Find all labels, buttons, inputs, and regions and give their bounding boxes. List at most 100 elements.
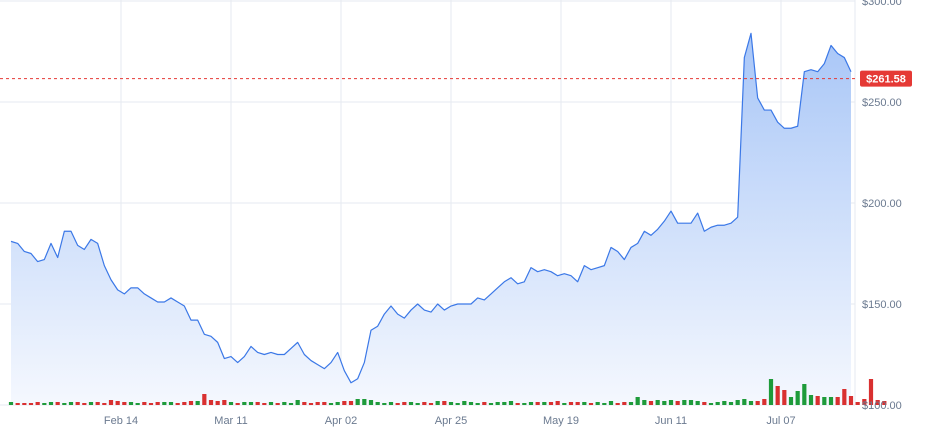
volume-bar bbox=[442, 401, 447, 405]
volume-bar bbox=[35, 402, 40, 405]
volume-bar bbox=[28, 403, 34, 405]
volume-bar bbox=[575, 402, 580, 405]
volume-bar bbox=[642, 400, 647, 405]
volume-bar bbox=[568, 402, 574, 405]
x-tick-label: Jul 07 bbox=[766, 415, 795, 427]
volume-bar bbox=[462, 401, 467, 405]
volume-bar bbox=[455, 403, 460, 405]
volume-bar bbox=[175, 403, 180, 405]
volume-bar bbox=[402, 402, 407, 405]
volume-bar bbox=[628, 402, 634, 405]
volume-bar bbox=[362, 399, 367, 405]
volume-bar bbox=[828, 397, 834, 405]
volume-bar bbox=[688, 400, 694, 405]
volume-bar bbox=[822, 397, 827, 405]
axis-labels: $100.00 $150.00 $200.00 $250.00 $300.00 Feb 1… bbox=[104, 0, 902, 427]
volume-bar bbox=[242, 402, 247, 405]
volume-bar bbox=[235, 403, 240, 405]
volume-bar bbox=[648, 401, 654, 405]
volume-bar bbox=[702, 402, 707, 405]
current-price-label: $261.58 bbox=[866, 74, 906, 86]
volume-bar bbox=[582, 402, 587, 405]
volume-bar bbox=[522, 403, 527, 405]
volume-bar bbox=[708, 403, 714, 405]
volume-bar bbox=[382, 403, 387, 405]
volume-bar bbox=[608, 401, 614, 405]
volume-bar bbox=[142, 402, 147, 405]
volume-bar bbox=[435, 401, 440, 405]
volume-bar bbox=[275, 403, 280, 405]
y-tick-label: $100.00 bbox=[862, 400, 902, 412]
volume-bar bbox=[675, 401, 680, 405]
volume-bar bbox=[268, 402, 274, 405]
volume-bar bbox=[368, 400, 374, 405]
volume-bar bbox=[475, 403, 480, 405]
volume-bar bbox=[868, 379, 874, 405]
volume-bar bbox=[48, 402, 54, 405]
volume-bars bbox=[8, 379, 887, 405]
volume-bar bbox=[308, 403, 314, 405]
volume-bar bbox=[262, 403, 267, 405]
volume-bar bbox=[428, 403, 434, 405]
price-area bbox=[10, 32, 852, 405]
volume-bar bbox=[422, 402, 427, 405]
volume-bar bbox=[408, 402, 414, 405]
current-price-badge bbox=[860, 70, 912, 87]
volume-bar bbox=[228, 402, 234, 405]
volume-bar bbox=[208, 400, 214, 405]
volume-bar bbox=[548, 402, 554, 405]
current-price-line: $261.58 bbox=[0, 70, 912, 87]
volume-bar bbox=[222, 400, 227, 405]
volume-bar bbox=[542, 402, 547, 405]
volume-bar bbox=[535, 402, 540, 405]
volume-bar bbox=[108, 400, 114, 405]
price-area-fill bbox=[11, 33, 851, 405]
volume-bar bbox=[775, 386, 780, 405]
volume-bar bbox=[395, 403, 400, 405]
volume-bar bbox=[388, 402, 394, 405]
volume-bar bbox=[195, 401, 200, 405]
volume-bar bbox=[95, 402, 100, 405]
volume-bar bbox=[128, 402, 134, 405]
x-tick-label: Mar 11 bbox=[214, 415, 247, 427]
volume-bar bbox=[448, 402, 454, 405]
volume-bar bbox=[782, 390, 787, 405]
y-tick-label: $250.00 bbox=[862, 97, 902, 109]
volume-bar bbox=[802, 384, 807, 405]
volume-bar bbox=[615, 403, 620, 405]
volume-bar bbox=[15, 403, 20, 405]
volume-bar bbox=[55, 402, 60, 405]
volume-bar bbox=[715, 402, 720, 405]
x-tick-label: May 19 bbox=[543, 415, 579, 427]
volume-bar bbox=[155, 402, 160, 405]
volume-bar bbox=[302, 402, 307, 405]
volume-bar bbox=[622, 402, 627, 405]
volume-bar bbox=[602, 403, 607, 405]
volume-bar bbox=[468, 402, 474, 405]
volume-bar bbox=[482, 402, 487, 405]
volume-bar bbox=[115, 401, 120, 405]
volume-bar bbox=[102, 403, 107, 405]
volume-bar bbox=[375, 402, 380, 405]
y-tick-label: $150.00 bbox=[862, 299, 902, 311]
volume-bar bbox=[82, 403, 87, 405]
volume-bar bbox=[735, 400, 740, 405]
volume-bar bbox=[415, 403, 420, 405]
y-tick-label: $300.00 bbox=[862, 0, 902, 8]
volume-bar bbox=[788, 397, 794, 405]
x-tick-label: Apr 02 bbox=[325, 415, 357, 427]
volume-bar bbox=[668, 400, 674, 405]
volume-bar bbox=[502, 402, 507, 405]
volume-bar bbox=[835, 397, 840, 405]
volume-bar bbox=[42, 403, 47, 405]
volume-bar bbox=[355, 399, 360, 405]
volume-bar bbox=[635, 397, 640, 405]
volume-bar bbox=[162, 402, 167, 405]
volume-bar bbox=[8, 402, 14, 405]
volume-bar bbox=[682, 400, 687, 405]
volume-bar bbox=[562, 403, 567, 405]
price-line bbox=[10, 32, 852, 384]
volume-bar bbox=[335, 402, 340, 405]
volume-bar bbox=[62, 403, 67, 405]
